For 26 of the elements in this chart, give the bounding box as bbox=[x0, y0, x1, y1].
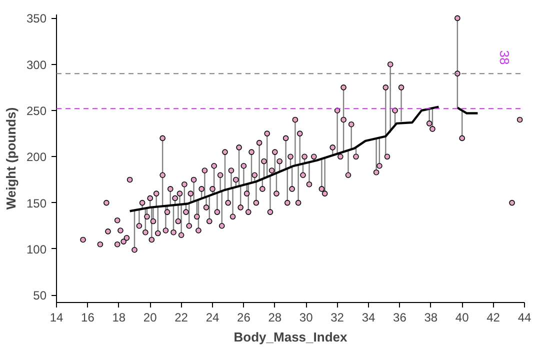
x-tick-label: 14 bbox=[50, 310, 64, 324]
x-tick-label: 28 bbox=[268, 310, 282, 324]
x-tick-label: 18 bbox=[112, 310, 126, 324]
x-tick-label: 30 bbox=[299, 310, 314, 324]
y-tick-label: 250 bbox=[26, 104, 47, 118]
x-tick-label: 36 bbox=[393, 310, 407, 324]
x-tick-label: 42 bbox=[486, 310, 500, 324]
x-tick-label: 24 bbox=[206, 310, 220, 324]
annotation: 38 bbox=[497, 50, 512, 65]
y-tick-label: 300 bbox=[26, 58, 47, 72]
y-tick-label: 50 bbox=[33, 288, 47, 303]
x-tick-label: 34 bbox=[362, 310, 376, 324]
y-tick-label: 100 bbox=[26, 242, 47, 256]
y-tick-label: 350 bbox=[26, 12, 47, 26]
y-tick-label: 200 bbox=[26, 150, 47, 164]
x-tick-label: 26 bbox=[237, 310, 251, 324]
x-tick-label: 20 bbox=[143, 310, 158, 324]
x-tick-label: 32 bbox=[330, 310, 344, 324]
x-tick-label: 40 bbox=[455, 310, 470, 324]
x-tick-label: 44 bbox=[518, 310, 532, 324]
y-tick-label: 150 bbox=[26, 196, 47, 210]
x-tick-label: 22 bbox=[174, 310, 188, 324]
x-tick-label: 16 bbox=[81, 310, 95, 324]
y-axis-title: Weight (pounds) bbox=[3, 107, 18, 210]
x-axis-title: Body_Mass_Index bbox=[234, 330, 348, 344]
x-tick-label: 38 bbox=[424, 310, 438, 324]
